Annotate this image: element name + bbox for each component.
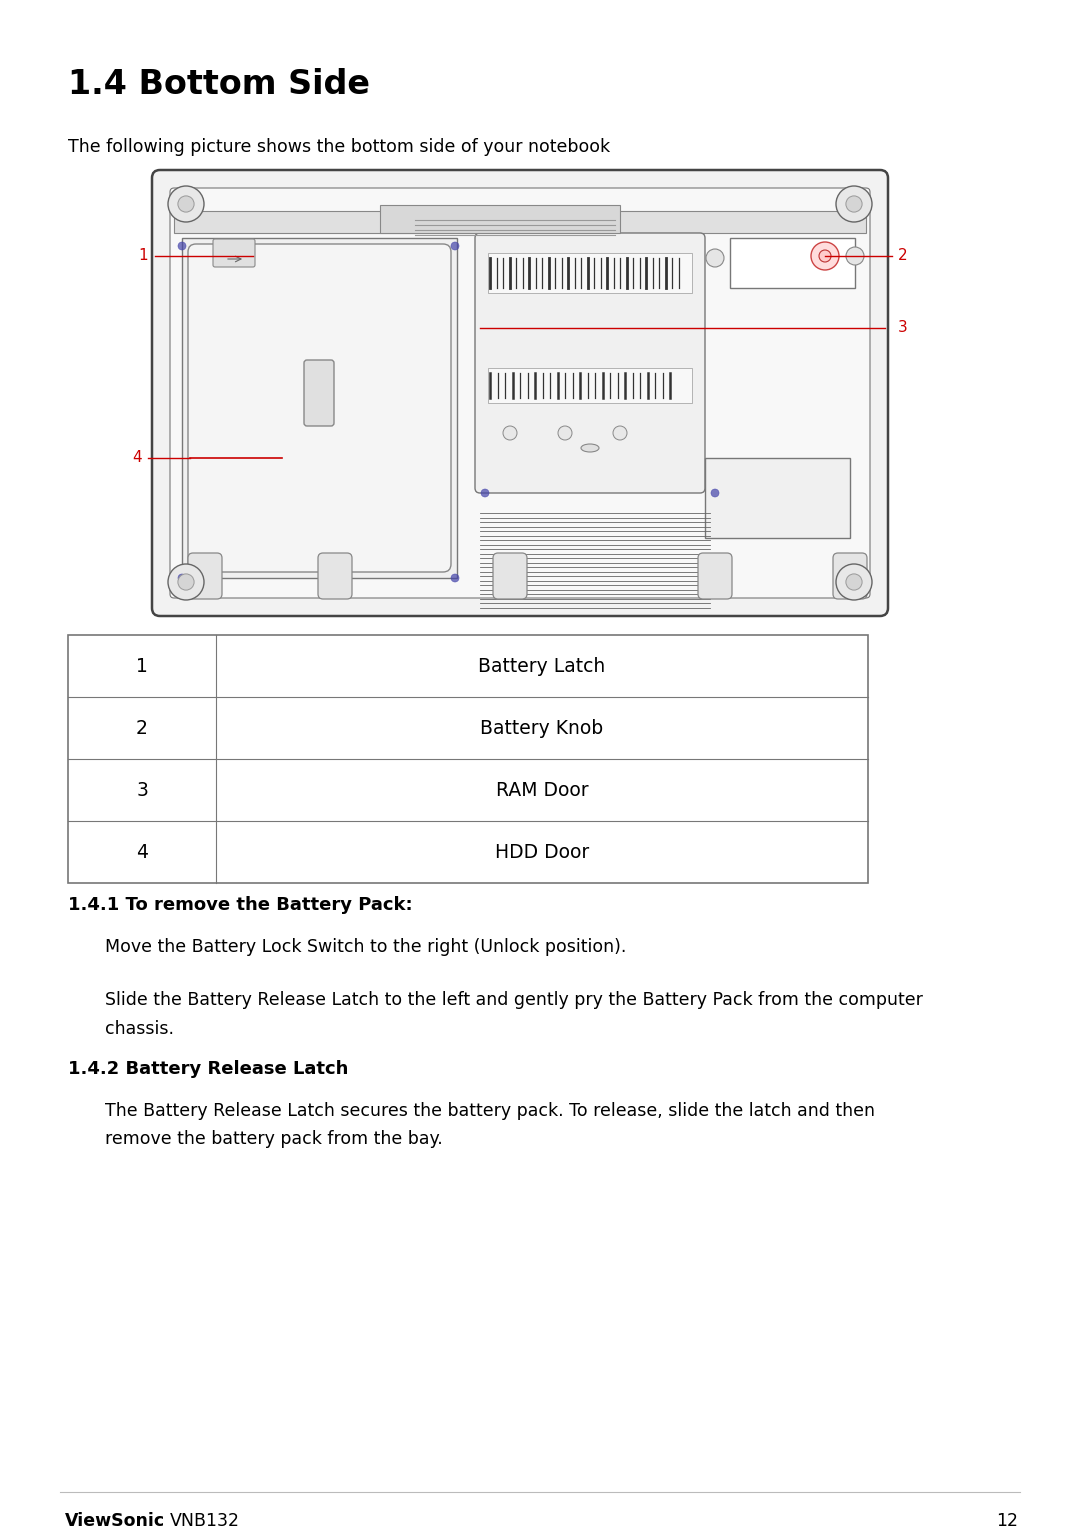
Text: The following picture shows the bottom side of your notebook: The following picture shows the bottom s… xyxy=(68,138,610,156)
Bar xyxy=(730,238,855,287)
Circle shape xyxy=(451,241,459,251)
Text: ViewSonic: ViewSonic xyxy=(65,1513,165,1528)
Circle shape xyxy=(178,241,186,251)
Text: 2: 2 xyxy=(897,249,907,263)
Circle shape xyxy=(846,248,864,264)
Circle shape xyxy=(711,489,719,497)
Bar xyxy=(488,254,692,293)
FancyBboxPatch shape xyxy=(152,170,888,616)
Bar xyxy=(174,211,866,232)
Circle shape xyxy=(706,249,724,267)
FancyBboxPatch shape xyxy=(170,188,870,597)
FancyBboxPatch shape xyxy=(188,244,451,571)
Text: 1.4 Bottom Side: 1.4 Bottom Side xyxy=(68,69,370,101)
Circle shape xyxy=(503,426,517,440)
Circle shape xyxy=(178,196,194,212)
Text: 1: 1 xyxy=(136,657,148,675)
Ellipse shape xyxy=(581,445,599,452)
Circle shape xyxy=(178,575,186,582)
FancyBboxPatch shape xyxy=(475,232,705,494)
Text: 4: 4 xyxy=(136,842,148,862)
Text: Battery Latch: Battery Latch xyxy=(478,657,606,675)
Circle shape xyxy=(481,489,489,497)
Circle shape xyxy=(819,251,831,261)
Text: 12: 12 xyxy=(996,1513,1018,1528)
FancyBboxPatch shape xyxy=(833,553,867,599)
Circle shape xyxy=(846,196,862,212)
FancyBboxPatch shape xyxy=(698,553,732,599)
Circle shape xyxy=(168,186,204,222)
Text: Slide the Battery Release Latch to the left and gently pry the Battery Pack from: Slide the Battery Release Latch to the l… xyxy=(105,992,923,1038)
FancyBboxPatch shape xyxy=(213,238,255,267)
Text: 1.4.2 Battery Release Latch: 1.4.2 Battery Release Latch xyxy=(68,1060,349,1077)
Text: VNB132: VNB132 xyxy=(170,1513,240,1528)
Circle shape xyxy=(846,575,862,590)
Text: 3: 3 xyxy=(897,321,908,336)
Text: HDD Door: HDD Door xyxy=(495,842,589,862)
Circle shape xyxy=(178,575,194,590)
Text: 1.4.1 To remove the Battery Pack:: 1.4.1 To remove the Battery Pack: xyxy=(68,895,413,914)
FancyBboxPatch shape xyxy=(303,361,334,426)
FancyBboxPatch shape xyxy=(318,553,352,599)
Text: 2: 2 xyxy=(136,718,148,738)
Text: RAM Door: RAM Door xyxy=(496,781,589,799)
Text: 1: 1 xyxy=(138,249,148,263)
FancyBboxPatch shape xyxy=(188,553,222,599)
Bar xyxy=(380,205,620,232)
Text: The Battery Release Latch secures the battery pack. To release, slide the latch : The Battery Release Latch secures the ba… xyxy=(105,1102,875,1149)
Circle shape xyxy=(613,426,627,440)
Circle shape xyxy=(836,186,872,222)
Text: 4: 4 xyxy=(133,451,141,466)
Text: Battery Knob: Battery Knob xyxy=(481,718,604,738)
Bar xyxy=(488,368,692,403)
FancyBboxPatch shape xyxy=(492,553,527,599)
Circle shape xyxy=(451,575,459,582)
Circle shape xyxy=(168,564,204,601)
Circle shape xyxy=(558,426,572,440)
Circle shape xyxy=(811,241,839,270)
Bar xyxy=(183,238,457,578)
Circle shape xyxy=(836,564,872,601)
Bar xyxy=(68,636,868,883)
Text: Move the Battery Lock Switch to the right (Unlock position).: Move the Battery Lock Switch to the righ… xyxy=(105,938,626,957)
Text: 3: 3 xyxy=(136,781,148,799)
Bar xyxy=(705,458,850,538)
